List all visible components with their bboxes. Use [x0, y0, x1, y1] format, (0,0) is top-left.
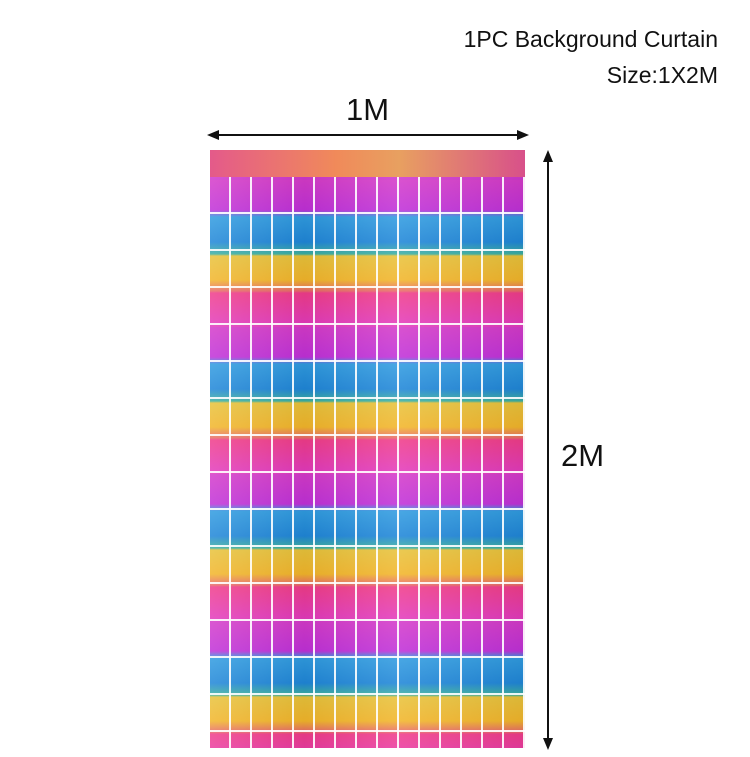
width-arrow-icon: [207, 130, 529, 140]
curtain-header-band: [210, 150, 525, 177]
curtain-foil-grid: [210, 177, 525, 748]
caption-size: Size:1X2M: [606, 62, 718, 88]
height-arrow-icon: [543, 150, 553, 750]
width-label: 1M: [346, 92, 390, 127]
caption-title: 1PC Background Curtain: [463, 26, 718, 52]
height-label: 2M: [561, 438, 605, 473]
rainbow-foil-curtain-image: [210, 150, 525, 748]
